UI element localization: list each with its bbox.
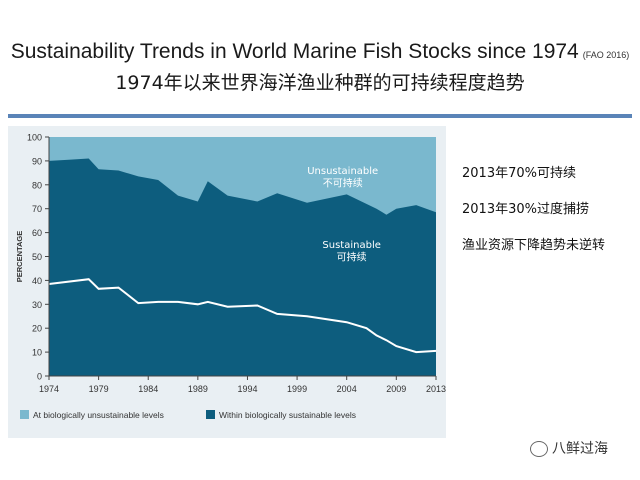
y-tick-label: 100 bbox=[27, 133, 42, 143]
source-note: (FAO 2016) bbox=[582, 50, 630, 60]
y-tick-label: 70 bbox=[32, 204, 42, 214]
chart-panel: 0 10 20 30 40 50 60 70 80 90 100 1974 1979 1984 1989 19… bbox=[8, 126, 446, 438]
note-trend: 渔业资源下降趋势未逆转 bbox=[462, 238, 606, 253]
slide-title-en: Sustainability Trends in World Marine Fi… bbox=[0, 40, 640, 64]
legend-swatch bbox=[206, 410, 215, 419]
y-tick-label: 90 bbox=[32, 156, 42, 166]
x-tick-label: 2013 bbox=[426, 384, 446, 394]
x-tick-label: 1999 bbox=[287, 384, 307, 394]
y-tick-label: 80 bbox=[32, 180, 42, 190]
note-sustainable: 2013年70%可持续 bbox=[462, 166, 576, 181]
y-tick-label: 30 bbox=[32, 300, 42, 310]
unsustainable-label-cn: 不可持续 bbox=[323, 176, 363, 189]
y-tick-label: 50 bbox=[32, 252, 42, 262]
y-tick-label: 60 bbox=[32, 228, 42, 238]
fully-fished-line bbox=[48, 278, 437, 354]
chat-bubble-icon bbox=[530, 441, 548, 457]
x-tick-label: 1974 bbox=[39, 384, 59, 394]
y-tick-label: 20 bbox=[32, 324, 42, 334]
sustainable-label-cn: 可持续 bbox=[337, 251, 367, 264]
x-tick-label: 1979 bbox=[89, 384, 109, 394]
slide-title-cn: 1974年以来世界海洋渔业种群的可持续程度趋势 bbox=[115, 72, 525, 94]
x-tick-label: 2009 bbox=[386, 384, 406, 394]
title-en-text: Sustainability Trends in World Marine Fi… bbox=[10, 40, 579, 63]
title-divider bbox=[8, 114, 632, 118]
notes-panel: 2013年70%可持续 2013年30%过度捕捞 渔业资源下降趋势未逆转 bbox=[462, 164, 632, 272]
sustainable-label-en: Sustainable bbox=[322, 240, 380, 251]
y-tick-label: 10 bbox=[32, 348, 42, 358]
x-tick-label: 1994 bbox=[237, 384, 257, 394]
logo-text: 八鲜过海 bbox=[552, 441, 608, 457]
x-tick-label: 1984 bbox=[138, 384, 158, 394]
legend-label: Within biologically sustainable levels bbox=[219, 410, 356, 420]
legend-label: At biologically unsustainable levels bbox=[33, 410, 164, 420]
wechat-logo: 八鲜过海 bbox=[530, 438, 608, 458]
fish-stock-chart: 0 10 20 30 40 50 60 70 80 90 100 1974 1979 1984 1989 19… bbox=[15, 133, 446, 421]
unsustainable-label-en: Unsustainable bbox=[307, 166, 378, 177]
x-tick-label: 1989 bbox=[188, 384, 208, 394]
x-tick-label: 2004 bbox=[337, 384, 357, 394]
y-tick-label: 0 bbox=[37, 372, 42, 382]
legend-swatch bbox=[20, 410, 29, 419]
note-overfished: 2013年30%过度捕捞 bbox=[462, 202, 589, 217]
y-axis-label: PERCENTAGE bbox=[15, 231, 24, 283]
y-tick-label: 40 bbox=[32, 276, 42, 286]
